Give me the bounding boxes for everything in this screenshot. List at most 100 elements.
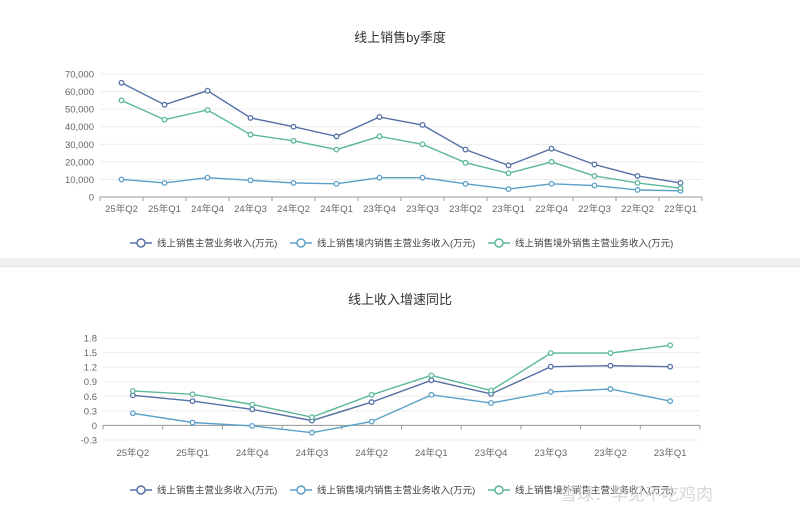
x-tick-label: 24年Q1	[415, 447, 448, 459]
x-tick-label: 24年Q2	[277, 203, 310, 215]
series-line	[132, 388, 671, 434]
data-point	[634, 179, 641, 186]
x-tick-label: 24年Q4	[236, 447, 269, 459]
data-point	[428, 372, 435, 379]
data-point	[505, 170, 512, 177]
quarterly-sales-chart: 线上销售by季度 70,000 60,000 50,000 40,000 30,000 20…	[65, 30, 703, 250]
data-point	[548, 145, 555, 152]
data-point	[189, 391, 196, 398]
data-point	[428, 377, 435, 384]
data-point	[247, 177, 254, 184]
data-point	[309, 414, 315, 421]
x-tick-label: 22年Q2	[621, 203, 654, 215]
legend-label: 线上销售主营业务收入(万元)	[157, 485, 277, 497]
x-tick-label: 24年Q3	[296, 447, 329, 459]
y-tick-label: 0.6	[84, 392, 97, 403]
data-point	[505, 186, 512, 193]
y-tick-label: 1.8	[84, 334, 97, 345]
x-tick-label: 24年Q2	[355, 447, 388, 459]
data-point	[290, 137, 297, 144]
data-point	[419, 141, 426, 148]
legend-marker	[494, 238, 504, 248]
series-line	[121, 99, 681, 189]
data-point	[333, 146, 340, 153]
y-tick-label: -0.3	[81, 436, 97, 447]
x-tick-label: 23年Q2	[594, 447, 627, 459]
data-point	[368, 391, 375, 398]
data-point	[591, 172, 598, 179]
data-point	[462, 159, 469, 166]
data-point	[488, 400, 494, 407]
data-point	[333, 133, 340, 140]
x-tick-label: 23年Q4	[475, 447, 508, 459]
data-point	[247, 131, 254, 138]
x-tick-label: 25年Q2	[105, 203, 138, 215]
series-line	[121, 176, 681, 192]
y-tick-label: 20,000	[65, 157, 94, 168]
y-tick-label: 0.9	[84, 377, 97, 388]
data-point	[548, 158, 555, 165]
data-point	[428, 391, 435, 398]
legend-label: 线上销售境外销售主营业务收入(万元)	[515, 485, 673, 497]
x-tick-label: 24年Q3	[234, 203, 267, 215]
y-tick-label: 30,000	[65, 140, 94, 151]
data-point	[309, 429, 315, 436]
x-tick-label: 25年Q1	[148, 203, 181, 215]
data-point	[547, 388, 554, 395]
data-point	[189, 398, 196, 405]
x-tick-label: 23年Q2	[449, 203, 482, 215]
y-tick-label: 40,000	[65, 122, 94, 133]
y-tick-label: 0	[92, 421, 97, 432]
y-tick-label: 10,000	[65, 175, 94, 186]
data-point	[161, 179, 168, 186]
x-tick-label: 22年Q3	[578, 203, 611, 215]
data-point	[290, 123, 297, 130]
data-point	[548, 180, 555, 187]
data-point	[204, 87, 211, 94]
chart-card-yoy-growth: 线上收入增速同比 1.8 1.5 1.2 0.9 0.6 0.3 0 -0.3 25年Q2 25年Q…	[0, 266, 800, 513]
x-tick-label: 23年Q1	[654, 447, 687, 459]
legend-label: 线上销售境内销售主营业务收入(万元)	[317, 485, 475, 497]
y-tick-label: 0	[89, 193, 94, 204]
data-point	[249, 406, 256, 413]
data-point	[247, 114, 254, 121]
data-point	[376, 114, 383, 120]
data-point	[249, 401, 256, 408]
data-point	[547, 350, 554, 357]
series-line	[132, 344, 671, 418]
legend-label: 线上销售境外销售主营业务收入(万元)	[515, 238, 673, 250]
data-point	[376, 133, 383, 140]
data-point	[129, 410, 136, 417]
data-point	[333, 180, 340, 187]
chart-card-quarterly-sales: 线上销售by季度 70,000 60,000 50,000 40,000 30,000 20…	[0, 0, 800, 258]
legend-label: 线上销售主营业务收入(万元)	[157, 238, 277, 250]
data-point	[249, 422, 256, 429]
data-point	[419, 174, 426, 181]
y-tick-label: 0.3	[84, 406, 97, 417]
yoy-growth-chart: 线上收入增速同比 1.8 1.5 1.2 0.9 0.6 0.3 0 -0.3 25年Q2 25年Q…	[81, 292, 701, 497]
data-point	[368, 399, 375, 406]
data-point	[488, 387, 494, 394]
x-tick-label: 23年Q4	[363, 203, 396, 215]
data-point	[677, 185, 684, 192]
data-point	[667, 398, 674, 405]
data-point	[204, 107, 211, 113]
data-point	[634, 187, 641, 193]
data-point	[634, 172, 641, 179]
y-tick-label: 1.2	[84, 363, 97, 374]
series-line	[132, 364, 671, 422]
data-point	[419, 122, 426, 128]
data-point	[607, 362, 614, 369]
data-point	[462, 180, 469, 187]
data-point	[505, 162, 512, 169]
data-point	[677, 179, 684, 186]
data-point	[547, 363, 554, 370]
data-point	[462, 146, 469, 153]
data-point	[591, 161, 598, 168]
data-point	[591, 182, 598, 189]
legend-marker	[494, 485, 504, 495]
data-point	[376, 174, 383, 181]
data-point	[667, 363, 674, 370]
legend-marker	[296, 238, 306, 248]
data-point	[607, 350, 614, 357]
